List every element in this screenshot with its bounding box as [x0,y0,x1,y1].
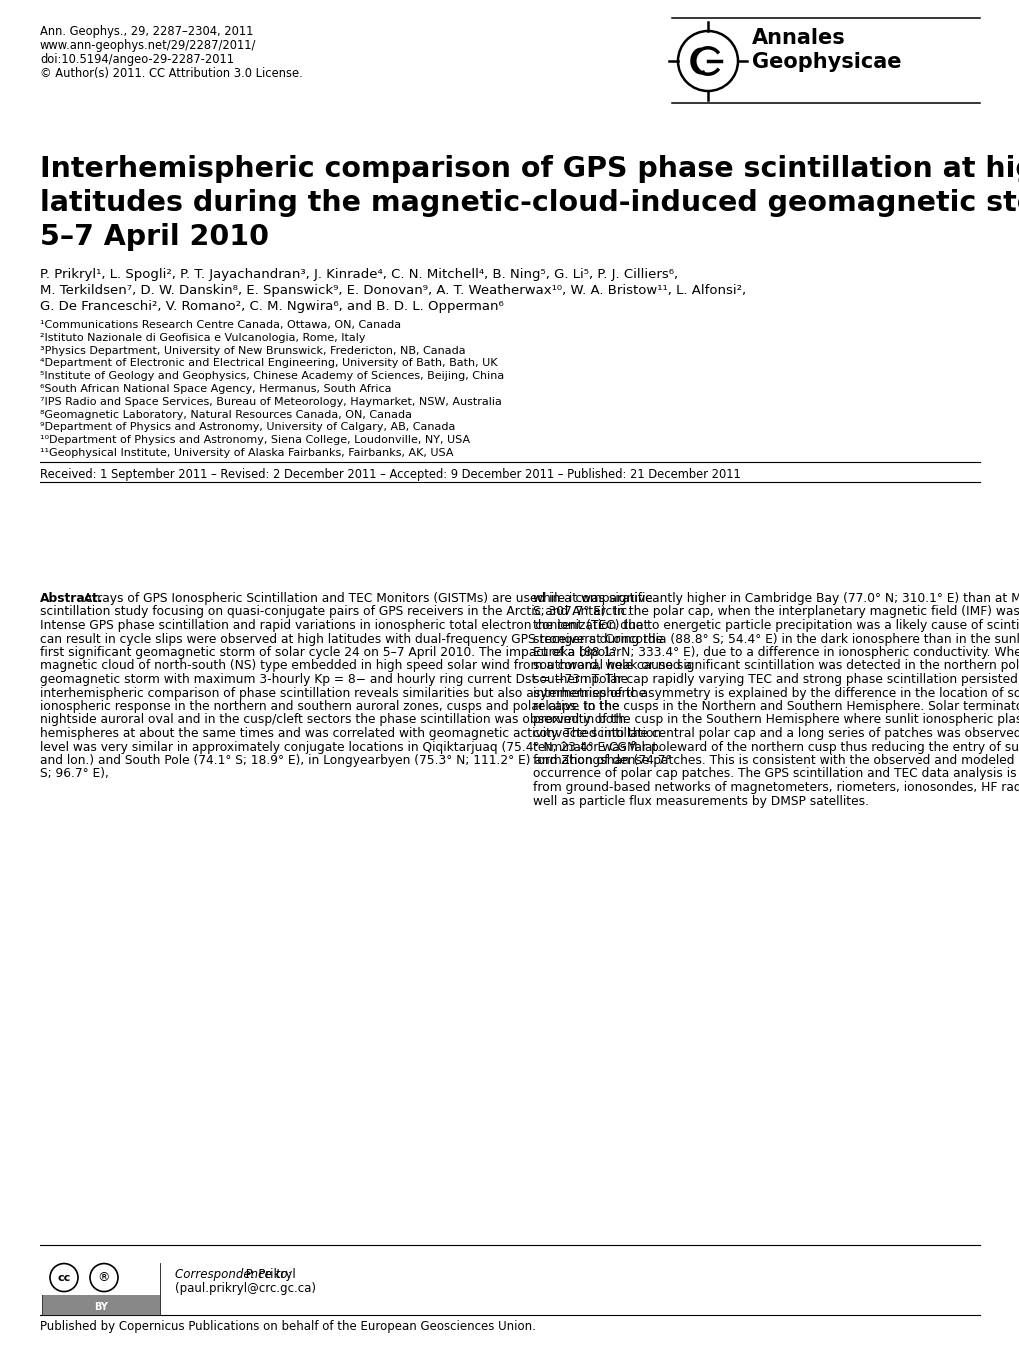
Text: Intense GPS phase scintillation and rapid variations in ionospheric total electr: Intense GPS phase scintillation and rapi… [40,619,648,632]
Text: formation of dense patches. This is consistent with the observed and modeled sea: formation of dense patches. This is cons… [533,755,1019,767]
Text: occurrence of polar cap patches. The GPS scintillation and TEC data analysis is : occurrence of polar cap patches. The GPS… [533,768,1019,780]
Text: www.ann-geophys.net/29/2287/2011/: www.ann-geophys.net/29/2287/2011/ [40,39,256,52]
Text: ⁶South African National Space Agency, Hermanus, South Africa: ⁶South African National Space Agency, He… [40,385,391,394]
Text: ⁴Department of Electronic and Electrical Engineering, University of Bath, Bath, : ⁴Department of Electronic and Electrical… [40,358,497,369]
Text: latitudes during the magnetic-cloud-induced geomagnetic storm of: latitudes during the magnetic-cloud-indu… [40,190,1019,217]
Bar [42,1263,160,1315]
Text: (paul.prikryl@crc.gc.ca): (paul.prikryl@crc.gc.ca) [175,1282,316,1295]
Text: and lon.) and South Pole (74.1° S; 18.9° E), in Longyearbyen (75.3° N; 111.2° E): and lon.) and South Pole (74.1° S; 18.9°… [40,755,671,767]
Text: Published by Copernicus Publications on behalf of the European Geosciences Union: Published by Copernicus Publications on … [40,1319,535,1333]
Text: terminator was far poleward of the northern cusp thus reducing the entry of sunl: terminator was far poleward of the north… [533,741,1019,753]
Text: scintillation study focusing on quasi-conjugate pairs of GPS receivers in the Ar: scintillation study focusing on quasi-co… [40,605,631,619]
Text: proximity of the cusp in the Southern Hemisphere where sunlit ionospheric plasma: proximity of the cusp in the Southern He… [533,713,1019,726]
Text: Correspondence to:: Correspondence to: [175,1268,291,1280]
Text: level was very similar in approximately conjugate locations in Qiqiktarjuaq (75.: level was very similar in approximately … [40,741,660,753]
Text: while it was significantly higher in Cambridge Bay (77.0° N; 310.1° E) than at M: while it was significantly higher in Cam… [533,592,1019,605]
Text: ¹⁰Department of Physics and Astronomy, Siena College, Loudonville, NY, USA: ¹⁰Department of Physics and Astronomy, S… [40,436,470,445]
Text: ionospheric response in the northern and southern auroral zones, cusps and polar: ionospheric response in the northern and… [40,699,619,713]
Circle shape [90,1263,118,1291]
Text: Arrays of GPS Ionospheric Scintillation and TEC Monitors (GISTMs) are used in a : Arrays of GPS Ionospheric Scintillation … [79,592,652,605]
Text: southward, weak or no significant scintillation was detected in the northern pol: southward, weak or no significant scinti… [533,659,1019,672]
Text: nightside auroral oval and in the cusp/cleft sectors the phase scintillation was: nightside auroral oval and in the cusp/c… [40,713,626,726]
Circle shape [50,1263,77,1291]
Text: relative to the cusps in the Northern and Southern Hemisphere. Solar terminator : relative to the cusps in the Northern an… [533,699,1019,713]
Text: first significant geomagnetic storm of solar cycle 24 on 5–7 April 2010. The imp: first significant geomagnetic storm of s… [40,646,621,659]
Text: Geophysicae: Geophysicae [751,52,901,73]
Text: P. Prikryl: P. Prikryl [243,1268,296,1280]
Text: can result in cycle slips were observed at high latitudes with dual-frequency GP: can result in cycle slips were observed … [40,632,662,646]
Text: ¹¹Geophysical Institute, University of Alaska Fairbanks, Fairbanks, AK, USA: ¹¹Geophysical Institute, University of A… [40,448,453,459]
Text: interhemispheric comparison of phase scintillation reveals similarities but also: interhemispheric comparison of phase sci… [40,686,645,699]
Text: BY: BY [94,1302,108,1311]
Text: Eureka (88.1° N; 333.4° E), due to a difference in ionospheric conductivity. Whe: Eureka (88.1° N; 333.4° E), due to a dif… [533,646,1019,659]
Text: convected into the central polar cap and a long series of patches was observed. : convected into the central polar cap and… [533,728,1019,740]
Text: ¹Communications Research Centre Canada, Ottawa, ON, Canada: ¹Communications Research Centre Canada, … [40,320,400,330]
Text: cc: cc [57,1272,70,1283]
Text: ®: ® [98,1271,110,1284]
Text: 5–7 April 2010: 5–7 April 2010 [40,223,269,252]
Text: Ann. Geophys., 29, 2287–2304, 2011: Ann. Geophys., 29, 2287–2304, 2011 [40,26,253,38]
Text: the ionization due to energetic particle precipitation was a likely cause of sci: the ionization due to energetic particle… [533,619,1019,632]
Text: southern polar cap rapidly varying TEC and strong phase scintillation persisted : southern polar cap rapidly varying TEC a… [533,672,1019,686]
Text: ⁵Institute of Geology and Geophysics, Chinese Academy of Sciences, Beijing, Chin: ⁵Institute of Geology and Geophysics, Ch… [40,371,503,381]
Text: geomagnetic storm with maximum 3-hourly Kp = 8− and hourly ring current Dst = −7: geomagnetic storm with maximum 3-hourly … [40,672,628,686]
Text: hemispheres at about the same times and was correlated with geomagnetic activity: hemispheres at about the same times and … [40,728,660,740]
Text: G. De Franceschi², V. Romano², C. M. Ngwira⁶, and B. D. L. Opperman⁶: G. De Franceschi², V. Romano², C. M. Ngw… [40,300,503,313]
Text: M. Terkildsen⁷, D. W. Danskin⁸, E. Spanswick⁹, E. Donovan⁹, A. T. Weatherwax¹⁰, : M. Terkildsen⁷, D. W. Danskin⁸, E. Spans… [40,284,745,297]
Text: ²Istituto Nazionale di Geofisica e Vulcanologia, Rome, Italy: ²Istituto Nazionale di Geofisica e Vulca… [40,332,365,343]
Text: S; 96.7° E),: S; 96.7° E), [40,768,109,780]
Text: Annales: Annales [751,28,845,48]
Text: from ground-based networks of magnetometers, riometers, ionosondes, HF radars an: from ground-based networks of magnetomet… [533,781,1019,794]
Text: magnetic cloud of north-south (NS) type embedded in high speed solar wind from a: magnetic cloud of north-south (NS) type … [40,659,691,672]
Text: doi:10.5194/angeo-29-2287-2011: doi:10.5194/angeo-29-2287-2011 [40,52,233,66]
Text: Interhemispheric comparison of GPS phase scintillation at high: Interhemispheric comparison of GPS phase… [40,155,1019,183]
Text: ³Physics Department, University of New Brunswick, Fredericton, NB, Canada: ³Physics Department, University of New B… [40,346,465,355]
Bar [42,1263,160,1295]
Text: ⁷IPS Radio and Space Services, Bureau of Meteorology, Haymarket, NSW, Australia: ⁷IPS Radio and Space Services, Bureau of… [40,397,501,406]
Text: well as particle flux measurements by DMSP satellites.: well as particle flux measurements by DM… [533,795,868,807]
Text: P. Prikryl¹, L. Spogli², P. T. Jayachandran³, J. Kinrade⁴, C. N. Mitchell⁴, B. N: P. Prikryl¹, L. Spogli², P. T. Jayachand… [40,268,678,281]
Text: ⁸Geomagnetic Laboratory, Natural Resources Canada, ON, Canada: ⁸Geomagnetic Laboratory, Natural Resourc… [40,410,412,420]
Text: stronger at Concordia (88.8° S; 54.4° E) in the dark ionosphere than in the sunl: stronger at Concordia (88.8° S; 54.4° E)… [533,632,1019,646]
Text: © Author(s) 2011. CC Attribution 3.0 License.: © Author(s) 2011. CC Attribution 3.0 Lic… [40,67,303,79]
Text: ⁹Department of Physics and Astronomy, University of Calgary, AB, Canada: ⁹Department of Physics and Astronomy, Un… [40,422,454,432]
Text: Received: 1 September 2011 – Revised: 2 December 2011 – Accepted: 9 December 201: Received: 1 September 2011 – Revised: 2 … [40,468,740,482]
Text: interhemispheric asymmetry is explained by the difference in the location of sol: interhemispheric asymmetry is explained … [533,686,1019,699]
Text: S; 307.7° E). In the polar cap, when the interplanetary magnetic field (IMF) was: S; 307.7° E). In the polar cap, when the… [533,605,1019,619]
Text: Abstract.: Abstract. [40,592,103,605]
